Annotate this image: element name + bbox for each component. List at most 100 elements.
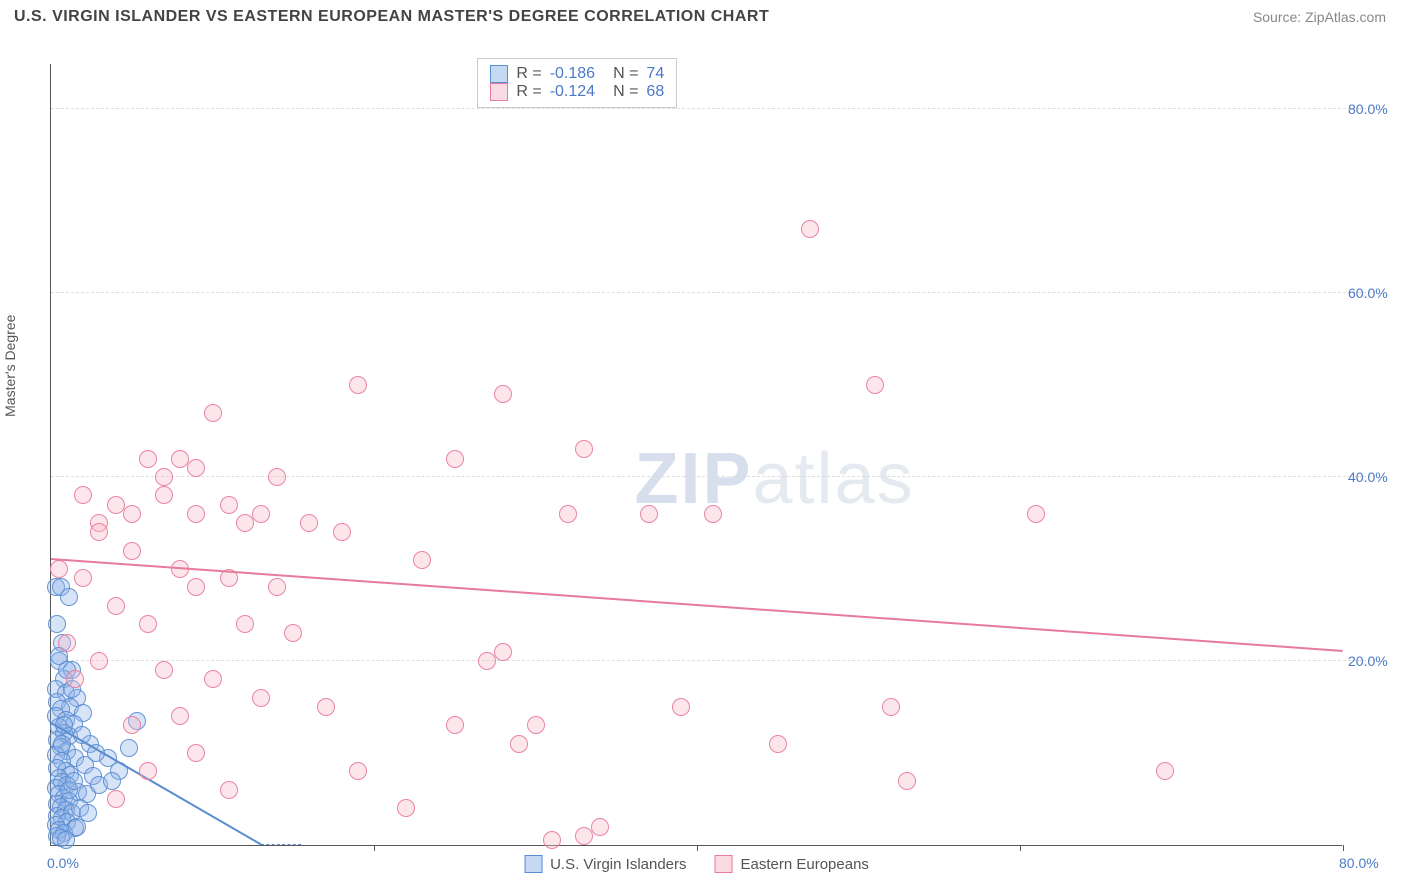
data-point — [575, 827, 593, 845]
r-label: R = — [516, 65, 541, 83]
chart-container: Master's Degree ZIPatlas R = -0.186N = 7… — [14, 40, 1394, 880]
data-point — [155, 486, 173, 504]
legend-swatch — [715, 855, 733, 873]
x-tick-label: 0.0% — [47, 855, 79, 871]
data-point — [187, 578, 205, 596]
data-point — [252, 689, 270, 707]
data-point — [171, 450, 189, 468]
plot-area: ZIPatlas R = -0.186N = 74R = -0.124N = 6… — [50, 64, 1342, 846]
n-value: 68 — [646, 83, 664, 101]
data-point — [66, 670, 84, 688]
data-point — [640, 505, 658, 523]
y-tick-label: 20.0% — [1348, 653, 1398, 669]
data-point — [317, 698, 335, 716]
data-point — [704, 505, 722, 523]
data-point — [527, 716, 545, 734]
data-point — [139, 762, 157, 780]
data-point — [284, 624, 302, 642]
data-point — [672, 698, 690, 716]
data-point — [220, 496, 238, 514]
y-tick-label: 60.0% — [1348, 285, 1398, 301]
data-point — [107, 496, 125, 514]
data-point — [58, 634, 76, 652]
trend-line — [51, 558, 1343, 652]
chart-title: U.S. VIRGIN ISLANDER VS EASTERN EUROPEAN… — [14, 8, 769, 26]
data-point — [510, 735, 528, 753]
grid-line — [51, 108, 1371, 109]
data-point — [898, 772, 916, 790]
data-point — [397, 799, 415, 817]
data-point — [866, 376, 884, 394]
data-point — [123, 542, 141, 560]
watermark-light: atlas — [752, 439, 914, 519]
x-tick-label: 80.0% — [1339, 855, 1379, 871]
data-point — [155, 661, 173, 679]
data-point — [123, 505, 141, 523]
data-point — [90, 652, 108, 670]
legend-item: U.S. Virgin Islanders — [524, 855, 686, 873]
legend-swatch — [490, 83, 508, 101]
data-point — [252, 505, 270, 523]
x-tick-mark — [697, 845, 698, 851]
data-point — [103, 772, 121, 790]
data-point — [236, 615, 254, 633]
data-point — [155, 468, 173, 486]
data-point — [187, 505, 205, 523]
legend-swatch — [524, 855, 542, 873]
data-point — [68, 818, 86, 836]
data-point — [120, 739, 138, 757]
n-value: 74 — [646, 65, 664, 83]
data-point — [60, 588, 78, 606]
data-point — [543, 831, 561, 849]
data-point — [187, 459, 205, 477]
data-point — [74, 569, 92, 587]
source-attribution: Source: ZipAtlas.com — [1253, 9, 1386, 25]
legend-label: U.S. Virgin Islanders — [550, 856, 686, 873]
data-point — [53, 735, 71, 753]
data-point — [882, 698, 900, 716]
data-point — [349, 762, 367, 780]
data-point — [107, 790, 125, 808]
y-tick-label: 80.0% — [1348, 101, 1398, 117]
data-point — [236, 514, 254, 532]
correlation-stats-box: R = -0.186N = 74R = -0.124N = 68 — [477, 58, 677, 108]
data-point — [220, 781, 238, 799]
data-point — [575, 440, 593, 458]
data-point — [769, 735, 787, 753]
y-axis-label: Master's Degree — [2, 315, 18, 417]
n-label: N = — [613, 65, 638, 83]
data-point — [591, 818, 609, 836]
data-point — [139, 450, 157, 468]
data-point — [559, 505, 577, 523]
r-label: R = — [516, 83, 541, 101]
data-point — [187, 744, 205, 762]
data-point — [1156, 762, 1174, 780]
data-point — [446, 716, 464, 734]
data-point — [123, 716, 141, 734]
data-point — [204, 404, 222, 422]
data-point — [494, 643, 512, 661]
grid-line — [51, 476, 1371, 477]
grid-line — [51, 660, 1371, 661]
data-point — [446, 450, 464, 468]
data-point — [349, 376, 367, 394]
data-point — [268, 578, 286, 596]
data-point — [50, 560, 68, 578]
legend-label: Eastern Europeans — [741, 856, 869, 873]
data-point — [300, 514, 318, 532]
y-tick-label: 40.0% — [1348, 469, 1398, 485]
data-point — [268, 468, 286, 486]
data-point — [90, 523, 108, 541]
data-point — [1027, 505, 1045, 523]
data-point — [171, 707, 189, 725]
data-point — [48, 615, 66, 633]
chart-header: U.S. VIRGIN ISLANDER VS EASTERN EUROPEAN… — [0, 0, 1406, 34]
bottom-legend: U.S. Virgin Islanders Eastern Europeans — [524, 855, 869, 873]
r-value: -0.124 — [550, 83, 595, 101]
legend-item: Eastern Europeans — [715, 855, 869, 873]
data-point — [333, 523, 351, 541]
data-point — [478, 652, 496, 670]
legend-swatch — [490, 65, 508, 83]
watermark: ZIPatlas — [634, 438, 914, 520]
n-label: N = — [613, 83, 638, 101]
